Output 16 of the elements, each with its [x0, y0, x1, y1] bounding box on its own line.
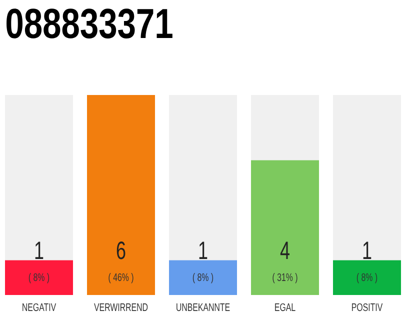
annotation: 1 [363, 242, 372, 259]
data-label: ( 46% ) [108, 273, 134, 284]
annotation: 4 [280, 242, 290, 259]
x-tick-label: POSITIV [352, 303, 383, 312]
data-label: ( 8% ) [356, 273, 378, 284]
x-tick-label: VERWIRREND [94, 303, 148, 311]
data-label: ( 8% ) [192, 273, 214, 284]
chart-title: 088833371 [6, 8, 172, 38]
x-tick-label: NEGATIV [22, 303, 56, 312]
annotation: 1 [35, 242, 44, 259]
annotation: 1 [199, 242, 208, 259]
data-label: ( 8% ) [28, 273, 50, 284]
x-tick-label: UNBEKANNTE [176, 303, 230, 312]
annotation: 6 [116, 242, 126, 260]
x-tick-label: EGAL [275, 303, 296, 312]
data-label: ( 31% ) [272, 273, 298, 284]
